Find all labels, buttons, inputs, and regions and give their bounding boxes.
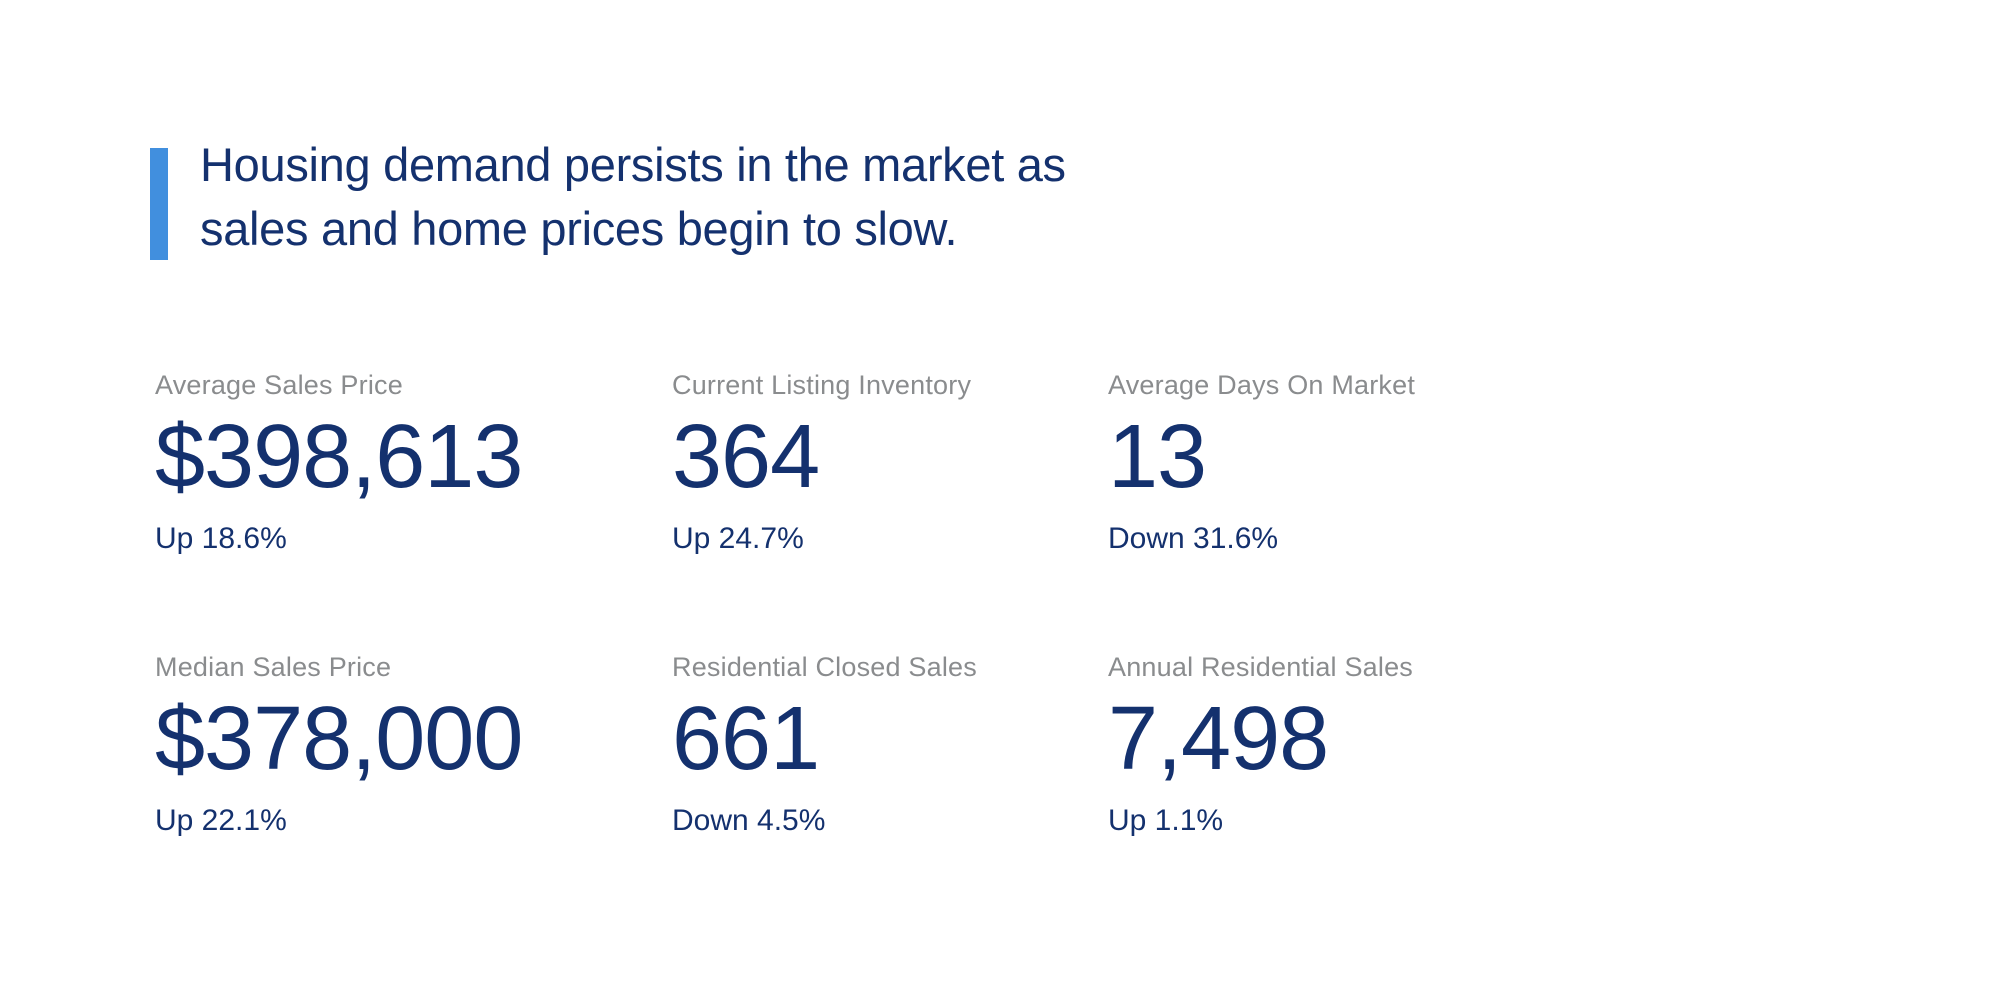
page-title-line-2: sales and home prices begin to slow. <box>200 202 958 255</box>
stats-grid: Average Sales Price $398,613 Up 18.6% Cu… <box>155 370 1415 839</box>
stat-label: Annual Residential Sales <box>1108 652 1413 682</box>
stat-value: $378,000 <box>155 689 523 789</box>
stat-change: Down 31.6% <box>1108 522 1279 555</box>
stat-card-median-sales-price: Median Sales Price $378,000 Up 22.1% <box>155 652 672 839</box>
stat-card-current-listing-inventory: Current Listing Inventory 364 Up 24.7% <box>672 370 1108 557</box>
stat-value: 661 <box>672 689 820 789</box>
stat-card-average-days-on-market: Average Days On Market 13 Down 31.6% <box>1108 370 1415 557</box>
stat-change: Down 4.5% <box>672 804 826 837</box>
stat-card-average-sales-price: Average Sales Price $398,613 Up 18.6% <box>155 370 672 557</box>
stat-change: Up 22.1% <box>155 804 287 837</box>
stat-label: Current Listing Inventory <box>672 370 972 400</box>
stat-label: Average Sales Price <box>155 370 403 400</box>
headline-accent-bar <box>150 148 168 260</box>
stat-label: Average Days On Market <box>1108 370 1416 400</box>
stat-value: 13 <box>1108 407 1207 507</box>
stat-change: Up 18.6% <box>155 522 287 555</box>
page-title-line-1: Housing demand persists in the market as <box>200 138 1066 191</box>
headline-section: Housing demand persists in the market as… <box>150 133 1066 261</box>
stat-value: $398,613 <box>155 407 523 507</box>
stat-label: Median Sales Price <box>155 652 392 682</box>
stat-card-residential-closed-sales: Residential Closed Sales 661 Down 4.5% <box>672 652 1108 839</box>
stat-value: 364 <box>672 407 820 507</box>
stat-value: 7,498 <box>1108 689 1329 789</box>
stat-card-annual-residential-sales: Annual Residential Sales 7,498 Up 1.1% <box>1108 652 1415 839</box>
page-title: Housing demand persists in the market as… <box>200 133 1066 261</box>
stat-change: Up 1.1% <box>1108 804 1224 837</box>
stat-label: Residential Closed Sales <box>672 652 977 682</box>
stat-change: Up 24.7% <box>672 522 804 555</box>
